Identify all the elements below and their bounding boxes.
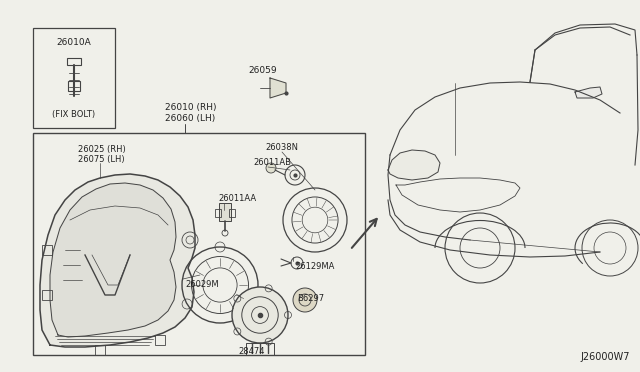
Polygon shape — [50, 183, 176, 337]
Text: 26011AA: 26011AA — [218, 194, 256, 203]
Text: 26010 (RH): 26010 (RH) — [165, 103, 216, 112]
Polygon shape — [575, 87, 602, 98]
Bar — [68, 81, 80, 91]
Text: B6297: B6297 — [297, 294, 324, 303]
Text: 26038N: 26038N — [265, 143, 298, 152]
Circle shape — [232, 287, 288, 343]
Bar — [95, 345, 105, 355]
Bar — [219, 203, 231, 221]
Polygon shape — [40, 174, 195, 347]
Bar — [215, 209, 221, 217]
Bar — [33, 28, 115, 128]
Bar — [67, 58, 81, 65]
Bar — [155, 335, 165, 345]
Text: 26129MA: 26129MA — [295, 262, 334, 271]
Circle shape — [293, 288, 317, 312]
Text: 26010A: 26010A — [56, 38, 92, 47]
Bar — [246, 343, 274, 355]
Text: 26060 (LH): 26060 (LH) — [165, 114, 215, 123]
Text: 28474: 28474 — [239, 347, 265, 356]
Text: J26000W7: J26000W7 — [580, 352, 630, 362]
Text: 26025 (RH): 26025 (RH) — [78, 145, 125, 154]
Text: 26075 (LH): 26075 (LH) — [78, 155, 125, 164]
Polygon shape — [270, 78, 286, 98]
Bar — [33, 133, 365, 355]
Text: (FIX BOLT): (FIX BOLT) — [52, 110, 95, 119]
Text: 26059: 26059 — [248, 66, 276, 75]
Text: 26029M: 26029M — [185, 280, 219, 289]
Bar — [42, 245, 52, 255]
Bar — [229, 209, 235, 217]
Polygon shape — [388, 150, 440, 180]
Text: 26011AB: 26011AB — [253, 158, 291, 167]
Circle shape — [266, 163, 276, 173]
Bar — [42, 290, 52, 300]
